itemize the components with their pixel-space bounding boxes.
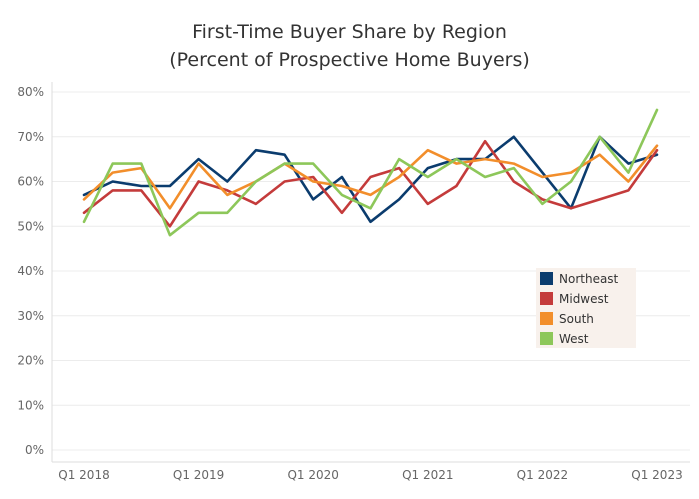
- legend-label-northeast: Northeast: [559, 272, 619, 286]
- series-line-midwest: [82, 139, 659, 228]
- x-axis-labels: Q1 2018 Q1 2019 Q1 2020 Q1 2021 Q1 2022 Q1 20…: [58, 468, 682, 482]
- legend-swatch-northeast: [540, 272, 553, 285]
- series-line-northeast: [82, 135, 659, 224]
- y-tick-label: 10%: [17, 398, 44, 412]
- x-tick-label: Q1 2019: [173, 468, 224, 482]
- legend-label-south: South: [559, 312, 594, 326]
- x-tick-label: Q1 2020: [287, 468, 338, 482]
- y-tick-label: 30%: [17, 309, 44, 323]
- y-tick-label: 0%: [25, 443, 44, 457]
- legend-label-midwest: Midwest: [559, 292, 609, 306]
- y-tick-label: 20%: [17, 354, 44, 368]
- legend-swatch-midwest: [540, 292, 553, 305]
- y-tick-label: 50%: [17, 219, 44, 233]
- legend-swatch-south: [540, 312, 553, 325]
- chart-title: First-Time Buyer Share by Region: [192, 21, 507, 43]
- x-tick-label: Q1 2022: [517, 468, 568, 482]
- y-tick-label: 40%: [17, 264, 44, 278]
- x-tick-label: Q1 2023: [631, 468, 682, 482]
- y-axis-labels: 0% 10% 20% 30% 40% 50% 60% 70% 80%: [17, 85, 44, 457]
- x-tick-label: Q1 2021: [402, 468, 453, 482]
- series-line-south: [82, 144, 659, 210]
- legend-label-west: West: [559, 332, 589, 346]
- gridlines: [52, 91, 690, 451]
- chart-subtitle: (Percent of Prospective Home Buyers): [169, 49, 530, 71]
- x-tick-label: Q1 2018: [58, 468, 109, 482]
- legend: Northeast Midwest South West: [536, 268, 636, 348]
- legend-swatch-west: [540, 332, 553, 345]
- y-tick-label: 60%: [17, 175, 44, 189]
- y-tick-label: 80%: [17, 85, 44, 99]
- y-tick-label: 70%: [17, 130, 44, 144]
- series-line-west: [82, 108, 659, 237]
